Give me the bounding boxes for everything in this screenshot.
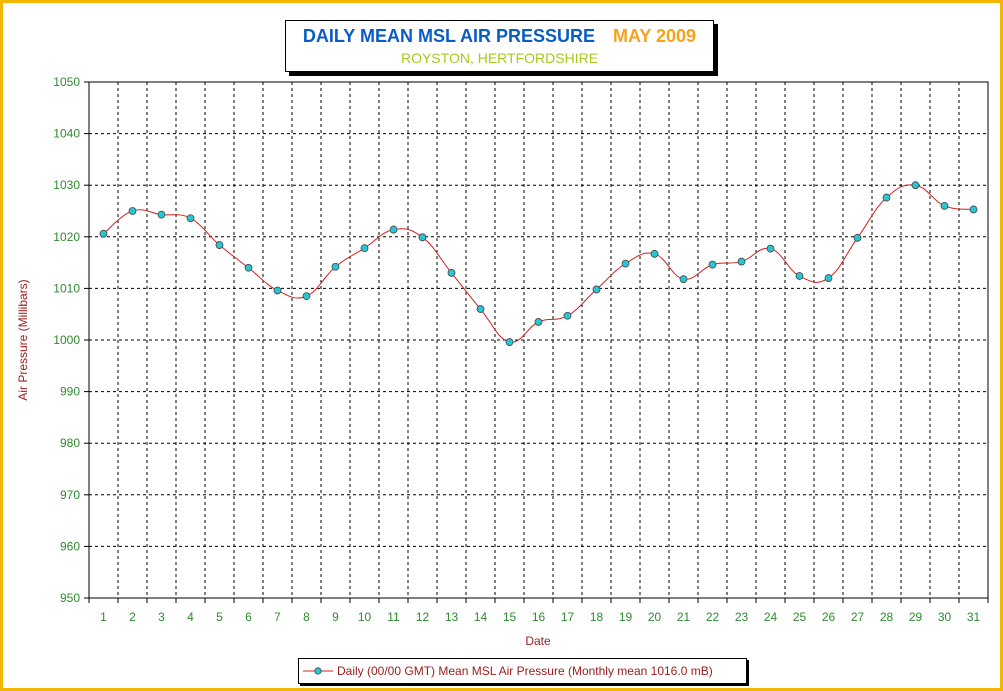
y-tick-label: 950	[60, 591, 80, 605]
x-axis-label: Date	[525, 634, 551, 648]
y-tick-label: 1050	[53, 75, 80, 89]
data-point	[361, 245, 368, 252]
x-tick-label: 17	[561, 610, 575, 624]
data-point	[564, 312, 571, 319]
chart-title: DAILY MEAN MSL AIR PRESSURE MAY 2009	[286, 26, 713, 47]
x-tick-label: 4	[187, 610, 194, 624]
x-tick-label: 13	[445, 610, 459, 624]
legend-swatch	[299, 659, 337, 683]
x-axis-ticks: 1 2 3 4 5 6 7 8 9 10 11 12 13 14 15 16 17 18 19 20 21 22 23 24 2…	[89, 598, 988, 624]
y-tick-label: 960	[60, 539, 80, 553]
data-point	[651, 250, 658, 257]
y-tick-label: 990	[60, 385, 80, 399]
legend: Daily (00/00 GMT) Mean MSL Air Pressure …	[298, 658, 747, 684]
x-tick-label: 29	[909, 610, 923, 624]
data-point	[767, 245, 774, 252]
data-point	[216, 242, 223, 249]
data-point	[883, 194, 890, 201]
data-point	[245, 264, 252, 271]
data-point	[796, 273, 803, 280]
data-point	[419, 234, 426, 241]
x-tick-label: 6	[245, 610, 252, 624]
y-tick-label: 980	[60, 436, 80, 450]
x-tick-label: 11	[387, 610, 400, 624]
data-point	[129, 208, 136, 215]
x-tick-label: 8	[303, 610, 310, 624]
y-tick-label: 1030	[53, 178, 80, 192]
x-tick-label: 30	[938, 610, 952, 624]
x-tick-label: 26	[822, 610, 836, 624]
data-point	[477, 306, 484, 313]
data-point	[535, 318, 542, 325]
x-tick-label: 25	[793, 610, 807, 624]
data-point	[622, 260, 629, 267]
x-tick-label: 9	[332, 610, 339, 624]
data-point	[448, 269, 455, 276]
data-point	[303, 293, 310, 300]
x-tick-label: 2	[129, 610, 136, 624]
y-tick-label: 1010	[53, 281, 80, 295]
data-point	[332, 263, 339, 270]
x-tick-label: 16	[532, 610, 546, 624]
data-point	[912, 182, 919, 189]
x-tick-label: 10	[358, 610, 372, 624]
y-tick-label: 1040	[53, 127, 80, 141]
x-tick-label: 15	[503, 610, 517, 624]
x-tick-label: 23	[735, 610, 749, 624]
x-tick-label: 3	[158, 610, 165, 624]
y-tick-label: 1000	[53, 333, 80, 347]
x-tick-label: 1	[100, 610, 107, 624]
x-tick-label: 20	[648, 610, 662, 624]
data-point	[738, 258, 745, 265]
data-point	[854, 234, 861, 241]
x-tick-label: 7	[274, 610, 281, 624]
data-point	[970, 206, 977, 213]
data-point	[274, 287, 281, 294]
data-point	[680, 276, 687, 283]
x-tick-label: 28	[880, 610, 894, 624]
y-axis-label: Air Pressure (Millibars)	[16, 279, 30, 400]
x-tick-label: 22	[706, 610, 720, 624]
x-tick-label: 12	[416, 610, 430, 624]
chart-title-main: DAILY MEAN MSL AIR PRESSURE	[303, 26, 595, 46]
data-point	[506, 339, 513, 346]
x-tick-label: 31	[967, 610, 981, 624]
chart-title-date: MAY 2009	[613, 26, 696, 46]
y-axis-ticks: 950 960 970 980 990 1000 1010 1020 1030 1040 1050	[53, 75, 89, 605]
data-point	[825, 275, 832, 282]
data-point	[941, 202, 948, 209]
data-point	[390, 226, 397, 233]
x-tick-label: 5	[216, 610, 223, 624]
x-tick-label: 27	[851, 610, 865, 624]
chart-title-box: DAILY MEAN MSL AIR PRESSURE MAY 2009 ROYS…	[285, 20, 714, 72]
y-tick-label: 1020	[53, 230, 80, 244]
x-tick-label: 14	[474, 610, 488, 624]
legend-entry: Daily (00/00 GMT) Mean MSL Air Pressure …	[337, 664, 713, 678]
data-point	[709, 261, 716, 268]
data-point	[100, 230, 107, 237]
data-point	[187, 215, 194, 222]
data-point	[158, 211, 165, 218]
chart-subtitle: ROYSTON, HERTFORDSHIRE	[286, 50, 713, 66]
x-tick-label: 18	[590, 610, 604, 624]
x-tick-label: 19	[619, 610, 633, 624]
data-point	[593, 286, 600, 293]
x-tick-label: 21	[677, 610, 691, 624]
x-tick-label: 24	[764, 610, 778, 624]
y-tick-label: 970	[60, 488, 80, 502]
